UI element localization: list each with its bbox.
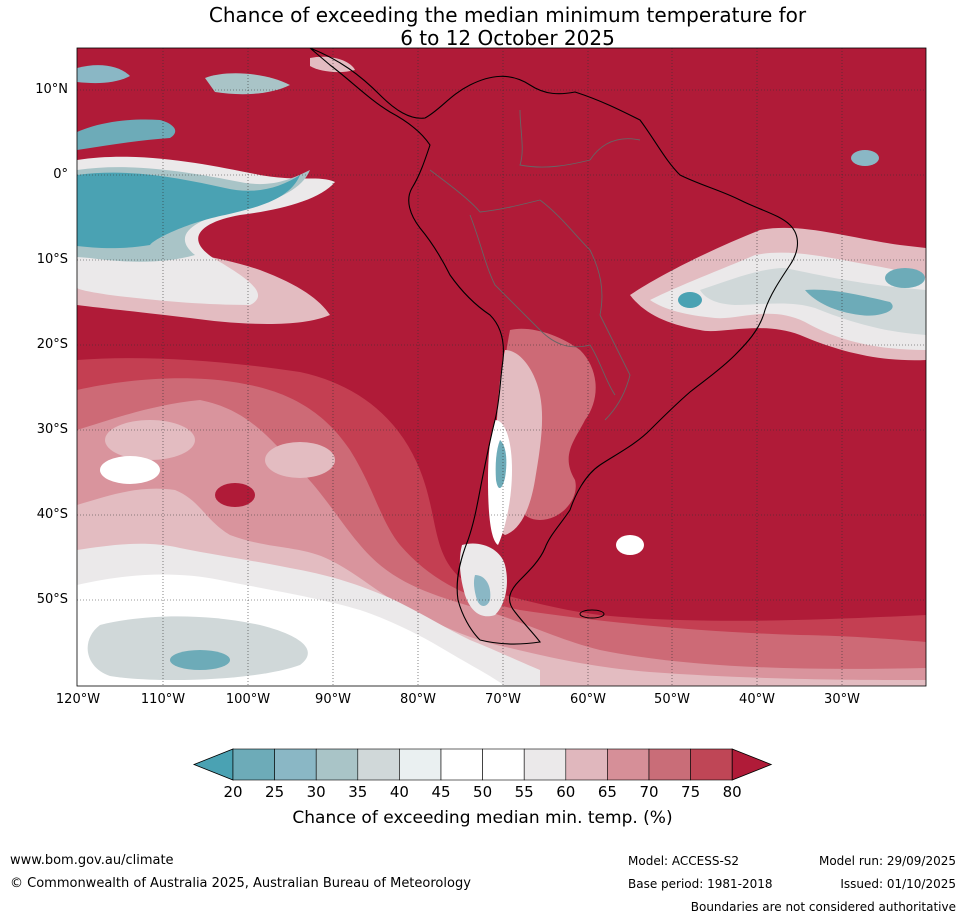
colorbar [192,748,773,781]
colorbar-swatch [399,748,442,781]
andes-band-25 [495,440,507,489]
atlantic-band-25 [805,289,893,316]
colorbar-low-extend [192,748,234,781]
title-line-1: Chance of exceeding the median minimum t… [208,3,807,27]
patagonia-band-30 [473,575,491,606]
colorbar-tick-label: 55 [514,783,534,801]
map-frame [76,47,927,687]
atlantic-south-spot [616,535,644,555]
north-pacific-cool-2 [77,65,130,84]
model-name: Model: ACCESS-S2 [628,854,740,868]
colorbar-tick-label: 50 [473,783,493,801]
lon-label: 50°W [654,692,690,707]
colorbar-swatch [648,748,691,781]
lat-label: 20°S [36,337,68,352]
lat-label: 50°S [36,592,68,607]
falkland-islands [579,609,605,619]
issued-date: Issued: 01/10/2025 [840,877,956,891]
country-borders [429,109,641,421]
atlantic-low-spot-2 [885,268,925,288]
lat-label: 0° [53,167,68,182]
colorbar-tick-label: 65 [597,783,617,801]
colorbar-swatch [482,748,525,781]
colorbar-swatch [523,748,567,781]
colorbar-swatch [565,748,608,781]
colorbar-tick-label: 60 [556,783,576,801]
lon-label: 40°W [739,692,775,707]
colorbar-label: Chance of exceeding median min. temp. (%… [292,808,673,828]
copyright-text: © Commonwealth of Australia 2025, Austra… [10,876,471,891]
map-title: Chance of exceeding the median minimum t… [0,4,965,50]
lon-label: 90°W [315,692,351,707]
colorbar-tick-label: 25 [265,783,285,801]
colorbar-swatch [440,748,483,781]
colorbar-swatch [232,748,275,781]
colorbar-swatch [274,748,317,781]
lat-label: 10°N [35,82,68,97]
colorbar-tick-label: 70 [639,783,659,801]
lon-label: 70°W [485,692,521,707]
colorbar-tick-label: 35 [348,783,368,801]
lat-lon-grid [77,48,926,686]
atlantic-band-40 [700,268,926,335]
lon-label: 80°W [400,692,436,707]
colorbar-tick-label: 30 [306,783,326,801]
colorbar-swatch [690,748,733,781]
lon-label: 60°W [570,692,606,707]
website-link[interactable]: www.bom.gov.au/climate [10,853,174,868]
atlantic-low-spot [678,292,702,308]
colorbar-swatch [607,748,650,781]
south-pacific-low-spot [170,650,230,670]
equatorial-band-25 [77,172,300,249]
pacific-patch-3 [265,442,335,478]
lat-label: 30°S [36,422,68,437]
colorbar-tick-label: 20 [223,783,243,801]
disclaimer-text: Boundaries are not considered authoritat… [690,900,956,914]
lat-label: 10°S [36,252,68,267]
pacific-patch-1 [105,420,195,460]
pacific-patch-2 [100,456,160,484]
colorbar-tick-label: 45 [431,783,451,801]
colorbar-swatch [357,748,400,781]
lon-label: 30°W [824,692,860,707]
south-america-coastline [309,48,799,645]
colorbar-tick-label: 75 [681,783,701,801]
colorbar-tick-label: 40 [389,783,409,801]
colorbar-high-extend [731,748,773,781]
north-pacific-cool-1 [77,119,176,150]
colorbar-swatch [315,748,359,781]
north-pacific-cool-4 [310,56,355,73]
south-pacific-band-40 [87,616,308,681]
pacific-patch-4 [215,483,255,507]
colorbar-tick-label: 80 [722,783,742,801]
title-line-2: 6 to 12 October 2025 [400,26,615,50]
atlantic-north-spot [851,150,879,166]
model-run-date: Model run: 29/09/2025 [818,854,956,868]
lon-label: 120°W [55,692,101,707]
lon-label: 110°W [140,692,186,707]
base-period: Base period: 1981-2018 [628,877,773,891]
lat-label: 40°S [36,507,68,522]
north-pacific-cool-3 [205,73,290,95]
lon-label: 100°W [225,692,271,707]
